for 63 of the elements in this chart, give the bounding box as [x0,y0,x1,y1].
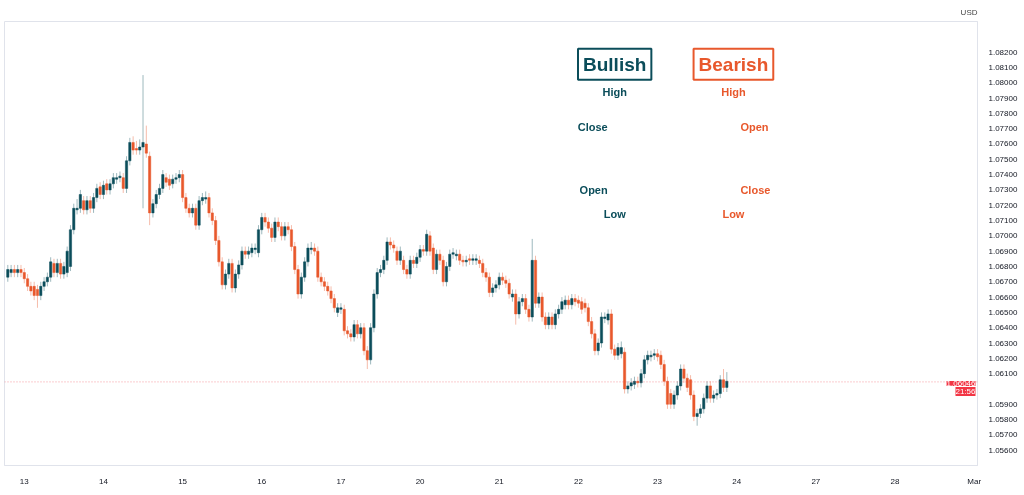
x-tick-label: Mar [967,476,982,486]
candlestick [626,380,630,395]
annotation: Bullish [583,53,647,75]
x-tick-label: 24 [732,476,742,486]
x-tick-label: 17 [336,476,346,486]
x-tick-label: 28 [890,476,901,486]
y-tick-label: 1.07100 [988,216,1018,226]
y-axis-title: USD [960,7,978,17]
x-tick-label: 22 [573,476,584,486]
annotation: Open [579,183,608,196]
candlestick [174,172,178,185]
x-tick-label: 23 [653,476,663,486]
ref-line-label: 1.06046 [946,378,977,388]
annotation: High [602,86,628,99]
y-tick-label: 1.08000 [988,78,1018,88]
x-tick-label: 27 [811,476,821,486]
y-tick-label: 1.08100 [988,62,1018,72]
y-tick-label: 1.07300 [988,185,1018,195]
y-tick-label: 1.05700 [988,430,1018,440]
y-tick-label: 1.06500 [988,307,1018,317]
y-tick-label: 1.07500 [988,154,1018,164]
candlestick [29,281,33,297]
y-tick-label: 1.07400 [988,170,1018,180]
y-tick-label: 1.08200 [988,47,1018,57]
annotation: Low [722,208,745,221]
y-tick-label: 1.07800 [988,108,1018,118]
annotation: 21:56 [955,386,977,396]
annotation: Bearish [698,53,769,75]
candlestick [405,264,409,280]
candlestick [42,276,46,292]
y-tick-label: 1.06800 [988,261,1018,271]
y-tick-label: 1.07900 [988,93,1018,103]
y-tick-label: 1.05800 [988,415,1018,425]
annotation: Close [740,183,771,196]
y-tick-label: 1.07700 [988,124,1018,134]
x-tick-label: 15 [178,476,188,486]
annotation: High [721,86,746,99]
candlestick [339,302,343,315]
y-tick-label: 1.06600 [988,292,1018,302]
candlestick [164,172,168,188]
x-tick-label: 13 [19,476,30,486]
y-tick-label: 1.06400 [988,323,1018,333]
y-tick-label: 1.07600 [988,139,1018,149]
annotation: Open [740,121,769,134]
candlestick [329,285,333,304]
annotation: Close [577,121,608,134]
y-tick-label: 1.07200 [988,200,1018,210]
y-tick-label: 1.05900 [988,399,1018,409]
y-tick-label: 1.06700 [988,277,1018,287]
x-tick-label: 20 [415,476,426,486]
y-tick-label: 1.06900 [988,246,1018,256]
candlestick [695,408,699,427]
candlestick [263,212,267,228]
annotation: Low [603,208,627,221]
y-tick-label: 1.07000 [988,231,1018,241]
y-tick-label: 1.05600 [988,445,1018,455]
candlestick [494,279,498,293]
y-tick-label: 1.06200 [988,353,1018,363]
x-tick-label: 21 [494,476,505,486]
x-tick-label: 16 [257,476,267,486]
y-tick-label: 1.06300 [988,338,1018,348]
y-tick-label: 1.06100 [988,369,1018,379]
x-tick-label: 14 [99,476,109,486]
